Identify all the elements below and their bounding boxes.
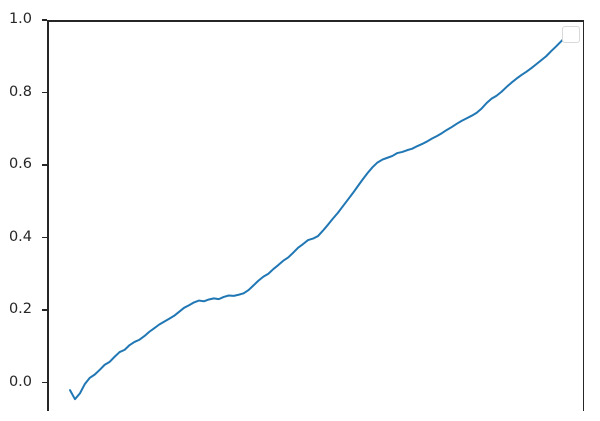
y-tick-row: 1.0 <box>0 12 40 28</box>
y-tick-row: 0.0 <box>0 373 40 391</box>
data-line-series-0 <box>69 35 567 401</box>
y-tick-label: 0.6 <box>8 156 32 172</box>
y-tick-mark <box>42 91 47 94</box>
axes-right-spine <box>582 20 585 411</box>
legend-box[interactable] <box>562 26 580 43</box>
y-tick-label: 0.0 <box>8 373 32 390</box>
y-tick-row: 0.4 <box>0 228 40 246</box>
y-tick-mark <box>42 236 47 239</box>
y-tick-label: 0.4 <box>8 228 32 245</box>
y-tick-label: 0.2 <box>8 301 32 317</box>
y-tick-label: 1.0 <box>8 11 32 27</box>
y-tick-row: 0.6 <box>0 157 40 173</box>
y-tick-mark <box>42 309 47 311</box>
y-tick-label: 0.8 <box>8 83 32 100</box>
y-tick-mark <box>42 19 47 21</box>
axes-top-spine <box>47 20 584 22</box>
y-tick-row: 0.2 <box>0 302 40 318</box>
y-tick-row: 0.8 <box>0 83 40 101</box>
y-tick-mark <box>42 164 47 166</box>
y-tick-mark <box>42 381 47 384</box>
axes-left-spine <box>47 20 49 411</box>
